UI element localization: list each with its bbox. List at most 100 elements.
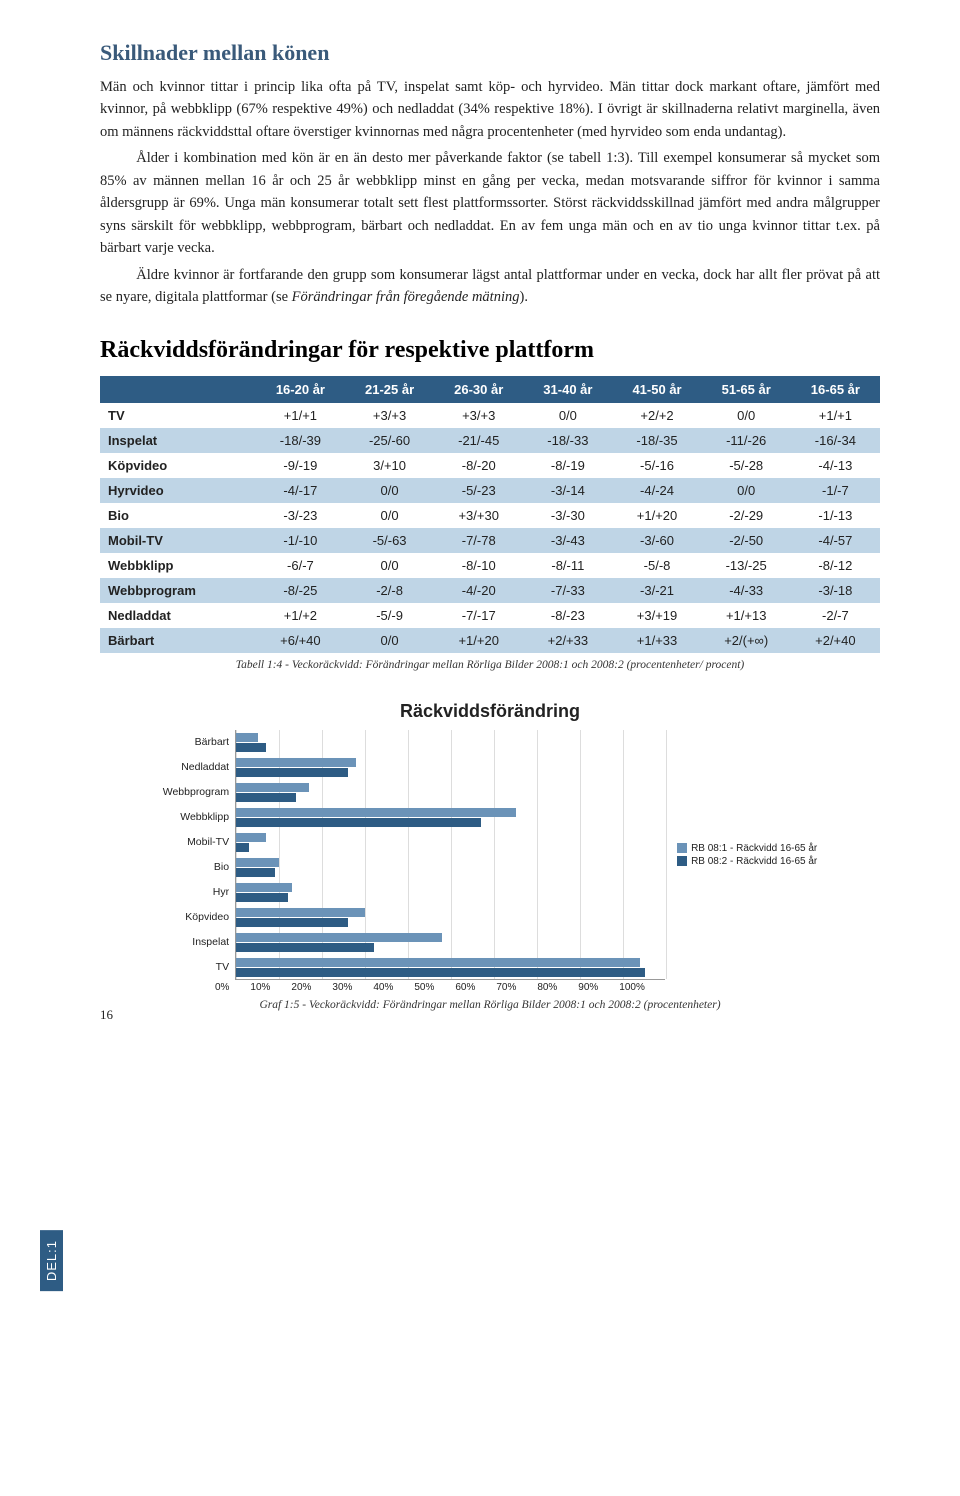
- table-row: Bärbart+6/+400/0+1/+20+2/+33+1/+33+2/(+∞…: [100, 628, 880, 653]
- table-cell: +3/+3: [345, 403, 434, 428]
- platform-heading: Räckviddsförändringar för respektive pla…: [100, 337, 880, 364]
- table-caption: Tabell 1:4 - Veckoräckvidd: Förändringar…: [100, 659, 880, 671]
- table-cell: -5/-28: [702, 453, 791, 478]
- table-cell: -6/-7: [256, 553, 345, 578]
- row-label: Köpvideo: [100, 453, 256, 478]
- table-cell: 0/0: [702, 403, 791, 428]
- table-cell: -8/-23: [523, 603, 612, 628]
- chart-bar: [236, 758, 356, 767]
- legend-item: RB 08:2 - Räckvidd 16-65 år: [677, 856, 817, 867]
- chart-wrapper: BärbartNedladdatWebbprogramWebbklippMobi…: [100, 730, 880, 980]
- table-header: 16-20 år: [256, 376, 345, 403]
- chart-category-label: TV: [163, 955, 229, 980]
- table-cell: -1/-10: [256, 528, 345, 553]
- para3-italic: Förändringar från föregående mätning: [292, 289, 520, 305]
- chart-category-label: Webbprogram: [163, 780, 229, 805]
- chart-xtick: 50%: [414, 982, 434, 993]
- table-cell: -8/-12: [791, 553, 880, 578]
- table-cell: -3/-43: [523, 528, 612, 553]
- table-cell: -8/-11: [523, 553, 612, 578]
- paragraph-3: Äldre kvinnor är fortfarande den grupp s…: [100, 264, 880, 309]
- table-row: Hyrvideo-4/-170/0-5/-23-3/-14-4/-240/0-1…: [100, 478, 880, 503]
- table-cell: -2/-7: [791, 603, 880, 628]
- table-cell: +1/+1: [256, 403, 345, 428]
- table-cell: +1/+20: [434, 628, 523, 653]
- chart-bar: [236, 733, 258, 742]
- table-header: 51-65 år: [702, 376, 791, 403]
- side-tab: DEL:1: [40, 1230, 63, 1291]
- chart-bar: [236, 783, 309, 792]
- table-cell: +2/+40: [791, 628, 880, 653]
- page-number: 16: [100, 1007, 113, 1023]
- chart-category-label: Webbklipp: [163, 805, 229, 830]
- table-cell: -25/-60: [345, 428, 434, 453]
- chart-category-label: Hyr: [163, 880, 229, 905]
- chart-category-label: Nedladdat: [163, 755, 229, 780]
- table-row: TV+1/+1+3/+3+3/+30/0+2/+20/0+1/+1: [100, 403, 880, 428]
- reach-change-table: 16-20 år21-25 år26-30 år31-40 år41-50 år…: [100, 376, 880, 653]
- chart-xtick: 20%: [291, 982, 311, 993]
- table-cell: -7/-33: [523, 578, 612, 603]
- table-cell: -4/-33: [702, 578, 791, 603]
- table-cell: 3/+10: [345, 453, 434, 478]
- table-cell: 0/0: [345, 478, 434, 503]
- table-cell: -21/-45: [434, 428, 523, 453]
- table-cell: +2/(+∞): [702, 628, 791, 653]
- chart-bar: [236, 968, 645, 977]
- chart-xtick: 70%: [496, 982, 516, 993]
- chart-bar: [236, 793, 296, 802]
- para3-c: ).: [520, 289, 528, 305]
- table-row: Nedladdat+1/+2-5/-9-7/-17-8/-23+3/+19+1/…: [100, 603, 880, 628]
- table-cell: +3/+19: [612, 603, 701, 628]
- chart-xaxis: 0%10%20%30%40%50%60%70%80%90%100%: [215, 982, 645, 993]
- table-cell: +1/+1: [791, 403, 880, 428]
- table-cell: -7/-17: [434, 603, 523, 628]
- table-cell: -3/-14: [523, 478, 612, 503]
- row-label: Bärbart: [100, 628, 256, 653]
- table-header: 31-40 år: [523, 376, 612, 403]
- table-cell: -5/-9: [345, 603, 434, 628]
- row-label: Nedladdat: [100, 603, 256, 628]
- table-cell: +2/+2: [612, 403, 701, 428]
- table-cell: -3/-23: [256, 503, 345, 528]
- table-cell: +6/+40: [256, 628, 345, 653]
- table-cell: -18/-33: [523, 428, 612, 453]
- chart-bar: [236, 918, 348, 927]
- table-cell: -9/-19: [256, 453, 345, 478]
- table-cell: +1/+20: [612, 503, 701, 528]
- table-cell: -18/-35: [612, 428, 701, 453]
- table-cell: -5/-8: [612, 553, 701, 578]
- chart-xtick: 10%: [250, 982, 270, 993]
- chart-bar: [236, 858, 279, 867]
- table-cell: -3/-21: [612, 578, 701, 603]
- table-cell: -1/-7: [791, 478, 880, 503]
- table-cell: -4/-24: [612, 478, 701, 503]
- table-cell: -3/-30: [523, 503, 612, 528]
- hbar-chart: BärbartNedladdatWebbprogramWebbklippMobi…: [163, 730, 665, 980]
- table-header: 26-30 år: [434, 376, 523, 403]
- table-cell: -16/-34: [791, 428, 880, 453]
- chart-category-label: Köpvideo: [163, 905, 229, 930]
- table-cell: -2/-8: [345, 578, 434, 603]
- table-cell: 0/0: [345, 503, 434, 528]
- legend-label: RB 08:1 - Räckvidd 16-65 år: [691, 843, 817, 854]
- row-label: Webbprogram: [100, 578, 256, 603]
- table-cell: -4/-13: [791, 453, 880, 478]
- chart-xtick: 40%: [373, 982, 393, 993]
- table-row: Mobil-TV-1/-10-5/-63-7/-78-3/-43-3/-60-2…: [100, 528, 880, 553]
- table-cell: -2/-50: [702, 528, 791, 553]
- table-cell: -5/-63: [345, 528, 434, 553]
- table-cell: -4/-57: [791, 528, 880, 553]
- table-cell: -7/-78: [434, 528, 523, 553]
- legend-label: RB 08:2 - Räckvidd 16-65 år: [691, 856, 817, 867]
- chart-title: Räckviddsförändring: [100, 701, 880, 722]
- chart-bar: [236, 768, 348, 777]
- table-cell: -4/-17: [256, 478, 345, 503]
- chart-xtick: 80%: [537, 982, 557, 993]
- paragraph-1: Män och kvinnor tittar i princip lika of…: [100, 76, 880, 143]
- chart-bar: [236, 868, 275, 877]
- chart-bar: [236, 808, 516, 817]
- chart-bar: [236, 958, 640, 967]
- chart-xtick: 60%: [455, 982, 475, 993]
- table-header: 16-65 år: [791, 376, 880, 403]
